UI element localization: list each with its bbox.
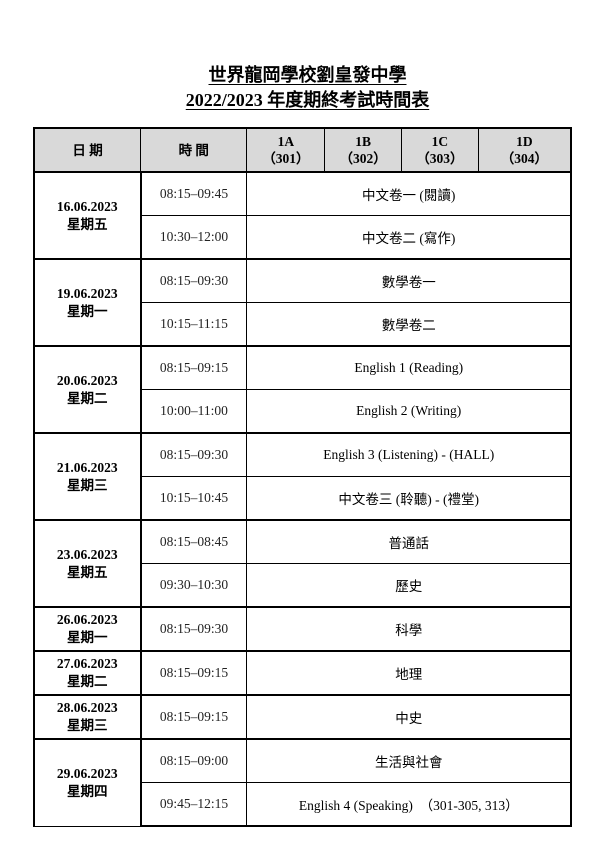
exam-subject: English 3 (Listening) - (HALL): [246, 432, 573, 477]
date-value: 19.06.2023: [56, 285, 118, 301]
exam-date: 21.06.2023 星期三: [33, 432, 142, 521]
table-row: 26.06.2023 星期一 08:15–09:30 科學: [33, 606, 573, 652]
exam-time: 09:30–10:30: [140, 563, 248, 608]
exam-time: 08:15–08:45: [140, 519, 248, 564]
header-date: 日 期: [33, 127, 142, 173]
exam-time: 08:15–09:15: [140, 345, 248, 390]
date-value: 28.06.2023: [56, 700, 118, 715]
exam-time: 10:30–12:00: [140, 215, 248, 260]
exam-date: 19.06.2023 星期一: [33, 258, 142, 347]
weekday: 星期四: [67, 783, 108, 799]
exam-subject: English 2 (Writing): [246, 389, 573, 434]
exam-subject: 普通話: [246, 519, 573, 564]
weekday: 星期一: [67, 630, 108, 645]
exam-time: 10:15–11:15: [140, 302, 248, 347]
exam-subject: 中文卷一 (閱讀): [246, 171, 573, 216]
exam-time: 08:15–09:15: [140, 650, 248, 696]
table-row: 10:00–11:00 English 2 (Writing): [34, 389, 573, 434]
exam-subject: 中史: [246, 694, 573, 740]
exam-subject: 地理: [246, 650, 573, 696]
timetable-title: 2022/2023 年度期終考試時間表: [185, 90, 430, 110]
table-row: 16.06.2023 星期五 08:15–09:45 中文卷一 (閱讀): [33, 171, 573, 260]
table-row: 09:30–10:30 歷史: [34, 563, 573, 608]
weekday: 星期三: [67, 477, 108, 493]
exam-subject: 數學卷一: [246, 258, 573, 303]
exam-subject: 生活與社會: [246, 738, 573, 783]
exam-subject: English 4 (Speaking) （301-305, 313）: [246, 782, 573, 827]
exam-time: 09:45–12:15: [140, 782, 248, 827]
date-value: 16.06.2023: [56, 198, 118, 214]
school-name: 世界龍岡學校劉皇發中學: [208, 65, 407, 85]
exam-date: 28.06.2023 星期三: [33, 694, 142, 740]
table-row: 29.06.2023 星期四 08:15–09:00 生活與社會: [33, 738, 573, 827]
date-value: 29.06.2023: [56, 765, 118, 781]
weekday: 星期一: [67, 303, 108, 319]
date-value: 20.06.2023: [56, 372, 118, 388]
header-class-1d: 1D （304）: [477, 127, 572, 173]
table-row: 28.06.2023 星期三 08:15–09:15 中史: [33, 694, 573, 740]
exam-time: 08:15–09:30: [140, 258, 248, 303]
exam-subject: 中文卷三 (聆聽) - (禮堂): [246, 476, 573, 521]
exam-subject: 中文卷二 (寫作): [246, 215, 573, 260]
exam-date: 27.06.2023 星期二: [33, 650, 142, 696]
exam-date: 29.06.2023 星期四: [33, 738, 142, 827]
exam-date: 23.06.2023 星期五: [33, 519, 142, 608]
header-time: 時 間: [140, 127, 248, 173]
exam-time: 08:15–09:15: [140, 694, 248, 740]
weekday: 星期五: [67, 216, 108, 232]
exam-time: 08:15–09:00: [140, 738, 248, 783]
weekday: 星期二: [67, 674, 108, 689]
exam-date: 26.06.2023 星期一: [33, 606, 142, 652]
weekday: 星期二: [67, 390, 108, 406]
table-row: 20.06.2023 星期二 08:15–09:15 English 1 (Readi…: [33, 345, 573, 434]
header-row: 日 期 時 間 1A （301） 1B （302） 1C （303） 1D （304）: [33, 127, 572, 173]
weekday: 星期三: [67, 718, 108, 733]
date-value: 21.06.2023: [56, 459, 118, 475]
table-row: 09:45–12:15 English 4 (Speaking) （301-305…: [34, 782, 573, 827]
exam-time: 08:15–09:30: [140, 606, 248, 652]
date-value: 26.06.2023: [56, 612, 118, 627]
exam-subject: 數學卷二: [246, 302, 573, 347]
exam-time: 08:15–09:30: [140, 432, 248, 477]
table-row: 10:30–12:00 中文卷二 (寫作): [34, 215, 573, 260]
table-row: 27.06.2023 星期二 08:15–09:15 地理: [33, 650, 573, 696]
exam-time: 10:00–11:00: [140, 389, 248, 434]
date-value: 23.06.2023: [56, 546, 118, 562]
exam-time: 10:15–10:45: [140, 476, 248, 521]
exam-subject: English 1 (Reading): [246, 345, 573, 390]
header-class-1a: 1A （301）: [246, 127, 326, 173]
table-row: 21.06.2023 星期三 08:15–09:30 English 3 (Liste…: [33, 432, 573, 521]
exam-time: 08:15–09:45: [140, 171, 248, 216]
exam-subject: 科學: [246, 606, 573, 652]
header-class-1b: 1B （302）: [324, 127, 402, 173]
header-class-1c: 1C （303）: [401, 127, 479, 173]
exam-date: 20.06.2023 星期二: [33, 345, 142, 434]
exam-timetable: 日 期 時 間 1A （301） 1B （302） 1C （303） 1D （304） …: [33, 127, 573, 827]
table-row: 10:15–10:45 中文卷三 (聆聽) - (禮堂): [34, 476, 573, 521]
exam-date: 16.06.2023 星期五: [33, 171, 142, 260]
exam-subject: 歷史: [246, 563, 573, 608]
table-row: 10:15–11:15 數學卷二: [34, 302, 573, 347]
weekday: 星期五: [67, 564, 108, 580]
table-row: 19.06.2023 星期一 08:15–09:30 數學卷一: [33, 258, 573, 347]
table-row: 23.06.2023 星期五 08:15–08:45 普通話: [33, 519, 573, 608]
date-value: 27.06.2023: [56, 656, 118, 671]
